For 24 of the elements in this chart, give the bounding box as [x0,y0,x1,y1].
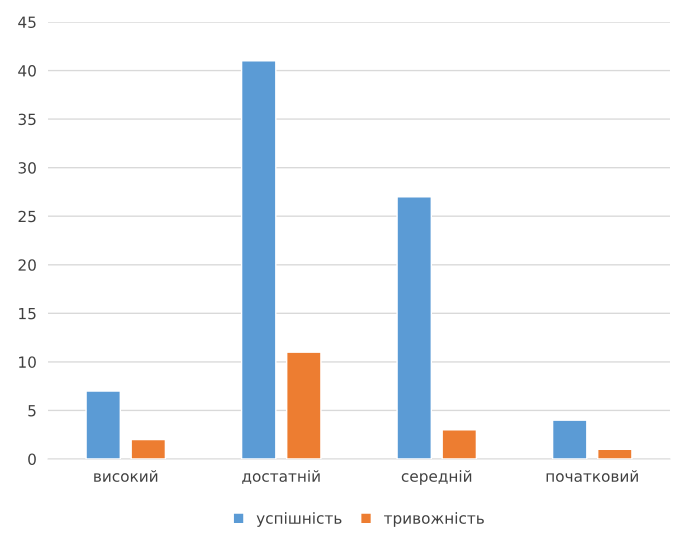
x-tick-label: середній [402,470,472,485]
bar [130,438,166,459]
y-tick-label: 35 [18,114,36,126]
legend-label: успішність [256,512,342,527]
y-tick-label: 15 [19,308,36,320]
x-tick-label: високий [94,470,158,482]
y-tick-label: 20 [18,259,36,271]
y-tick-label: 45 [18,16,36,28]
y-tick-label: 40 [18,65,36,77]
bar [396,196,432,459]
bar [85,390,122,459]
bar [240,60,276,459]
x-tick-label: достатній [242,470,320,484]
y-tick-label: 0 [28,453,36,466]
y-tick-label: 5 [28,405,36,416]
legend-label: тривожність [384,512,484,527]
bar [286,351,322,459]
bar [552,419,588,459]
x-tick-label: початковий [546,470,638,482]
y-tick-label: 30 [18,162,36,174]
y-tick-label: 25 [18,210,36,222]
bar [596,448,633,459]
bar [441,429,478,459]
y-tick-label: 10 [19,356,36,368]
